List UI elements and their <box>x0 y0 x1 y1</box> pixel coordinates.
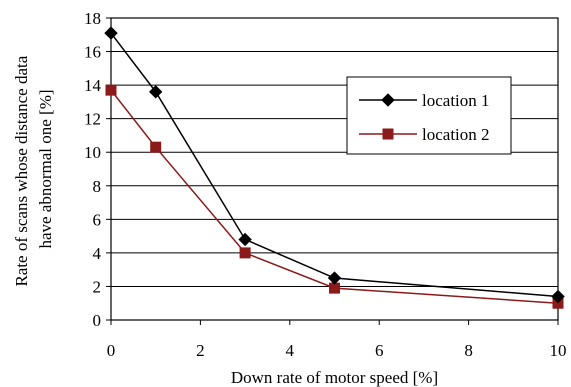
data-point <box>327 271 342 285</box>
legend-item: location 2 <box>359 125 490 144</box>
data-series <box>104 26 565 309</box>
data-point <box>239 247 251 259</box>
y-tick-label: 8 <box>93 177 102 196</box>
y-axis-ticks: 0 2 4 6 8 10 12 14 16 18 <box>84 9 111 330</box>
legend-label: location 2 <box>422 125 490 144</box>
y-tick-label: 2 <box>93 277 102 296</box>
series-line <box>110 32 559 298</box>
x-axis-title: Down rate of motor speed [%] <box>231 368 438 387</box>
y-tick-label: 12 <box>84 110 101 129</box>
y-tick-label: 18 <box>84 9 101 28</box>
data-point <box>150 141 162 153</box>
y-tick-label: 14 <box>84 76 102 95</box>
legend-marker <box>382 128 394 140</box>
data-point <box>238 232 252 247</box>
y-axis-title-line-2: have abnormal one [%] <box>36 89 55 248</box>
legend-marker <box>381 93 395 107</box>
y-tick-label: 0 <box>93 311 102 330</box>
y-axis-title-line-1: Rate of scans whose distance data <box>12 55 31 286</box>
y-axis-title: Rate of scans whose distance data have a… <box>12 51 55 286</box>
x-tick-label: 4 <box>286 341 295 360</box>
x-tick-label: 6 <box>375 341 384 360</box>
x-tick-label: 8 <box>464 341 473 360</box>
x-axis-ticks: 0 2 4 6 8 10 <box>107 320 567 360</box>
legend-label: location 1 <box>422 91 490 110</box>
data-point <box>104 26 118 40</box>
y-tick-label: 16 <box>84 43 101 62</box>
legend: location 1 location 2 <box>346 76 512 155</box>
legend-box <box>346 76 512 155</box>
y-tick-label: 4 <box>93 244 102 263</box>
series-2 <box>105 84 564 309</box>
y-tick-label: 6 <box>93 210 102 229</box>
x-tick-label: 2 <box>196 341 205 360</box>
plot-area <box>110 17 559 321</box>
data-point <box>105 84 117 96</box>
data-point <box>148 85 163 99</box>
x-tick-label: 0 <box>107 341 116 360</box>
legend-item: location 1 <box>359 91 490 110</box>
x-tick-label: 10 <box>550 341 567 360</box>
data-point <box>551 289 565 304</box>
series-1 <box>104 26 565 304</box>
y-tick-label: 10 <box>84 143 101 162</box>
legend-items: location 1 location 2 <box>359 91 490 144</box>
grid-lines <box>111 51 558 287</box>
